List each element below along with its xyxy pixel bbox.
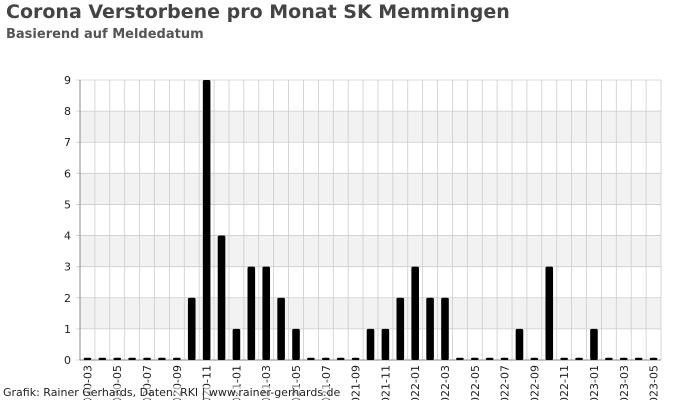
credit-text: Grafik: Rainer Gerhards, Daten: RKI | ww… bbox=[3, 386, 341, 399]
bar bbox=[351, 357, 360, 360]
bar bbox=[396, 297, 405, 360]
bar bbox=[485, 357, 494, 360]
x-tick-label: 2023-05 bbox=[648, 365, 661, 400]
bar bbox=[590, 328, 598, 360]
y-tick-label: 3 bbox=[64, 261, 71, 274]
y-tick-label: 1 bbox=[64, 323, 71, 336]
x-tick-label: 2021-11 bbox=[379, 365, 392, 400]
bar bbox=[98, 357, 107, 360]
x-tick-label: 2022-03 bbox=[439, 365, 452, 400]
y-tick-label: 7 bbox=[64, 136, 71, 149]
y-tick-label: 2 bbox=[64, 292, 71, 305]
grid-band bbox=[80, 111, 661, 143]
bar bbox=[634, 357, 643, 360]
bar bbox=[575, 357, 583, 360]
bar bbox=[202, 80, 211, 360]
y-tick-label: 0 bbox=[64, 354, 71, 367]
x-tick-label: 2023-01 bbox=[588, 365, 601, 400]
x-tick-label: 2022-01 bbox=[409, 365, 422, 400]
bar bbox=[411, 266, 419, 360]
grid-band bbox=[80, 297, 661, 329]
bar bbox=[307, 357, 315, 360]
bar bbox=[560, 357, 568, 360]
x-tick-label: 2021-09 bbox=[350, 365, 363, 400]
bar bbox=[619, 357, 628, 360]
bar bbox=[515, 328, 524, 360]
bar bbox=[649, 357, 658, 360]
bar bbox=[232, 328, 241, 360]
y-tick-label: 6 bbox=[64, 167, 71, 180]
bar bbox=[277, 297, 285, 360]
x-tick-label: 2022-07 bbox=[499, 365, 512, 400]
bar bbox=[113, 357, 122, 360]
bar bbox=[426, 297, 434, 360]
bar bbox=[381, 328, 390, 360]
grid-band bbox=[80, 173, 661, 205]
bar bbox=[143, 357, 151, 360]
y-tick-label: 5 bbox=[64, 198, 71, 211]
bar bbox=[158, 357, 166, 360]
bar bbox=[456, 357, 464, 360]
bar bbox=[173, 357, 181, 360]
x-tick-label: 2022-09 bbox=[528, 365, 541, 400]
bar bbox=[217, 235, 226, 360]
bar bbox=[500, 357, 509, 360]
bar bbox=[530, 357, 539, 360]
grid-band bbox=[80, 235, 661, 267]
chart-subtitle: Basierend auf Meldedatum bbox=[6, 27, 204, 42]
x-tick-label: 2023-03 bbox=[618, 365, 631, 400]
y-tick-label: 4 bbox=[64, 230, 71, 243]
bar bbox=[470, 357, 479, 360]
y-tick-label: 9 bbox=[64, 74, 71, 87]
bar bbox=[441, 297, 449, 360]
bar bbox=[187, 297, 196, 360]
bar bbox=[292, 328, 300, 360]
bar bbox=[128, 357, 136, 360]
bar bbox=[322, 357, 330, 360]
bar bbox=[83, 357, 92, 360]
bar bbox=[366, 328, 375, 360]
bar bbox=[262, 266, 271, 360]
bar bbox=[605, 357, 613, 360]
bar bbox=[247, 266, 256, 360]
x-tick-label: 2022-11 bbox=[558, 365, 571, 400]
chart-title: Corona Verstorbene pro Monat SK Memminge… bbox=[6, 1, 510, 23]
bar bbox=[545, 266, 554, 360]
x-tick-label: 2022-05 bbox=[469, 365, 482, 400]
bar bbox=[336, 357, 345, 360]
y-tick-label: 8 bbox=[64, 105, 71, 118]
